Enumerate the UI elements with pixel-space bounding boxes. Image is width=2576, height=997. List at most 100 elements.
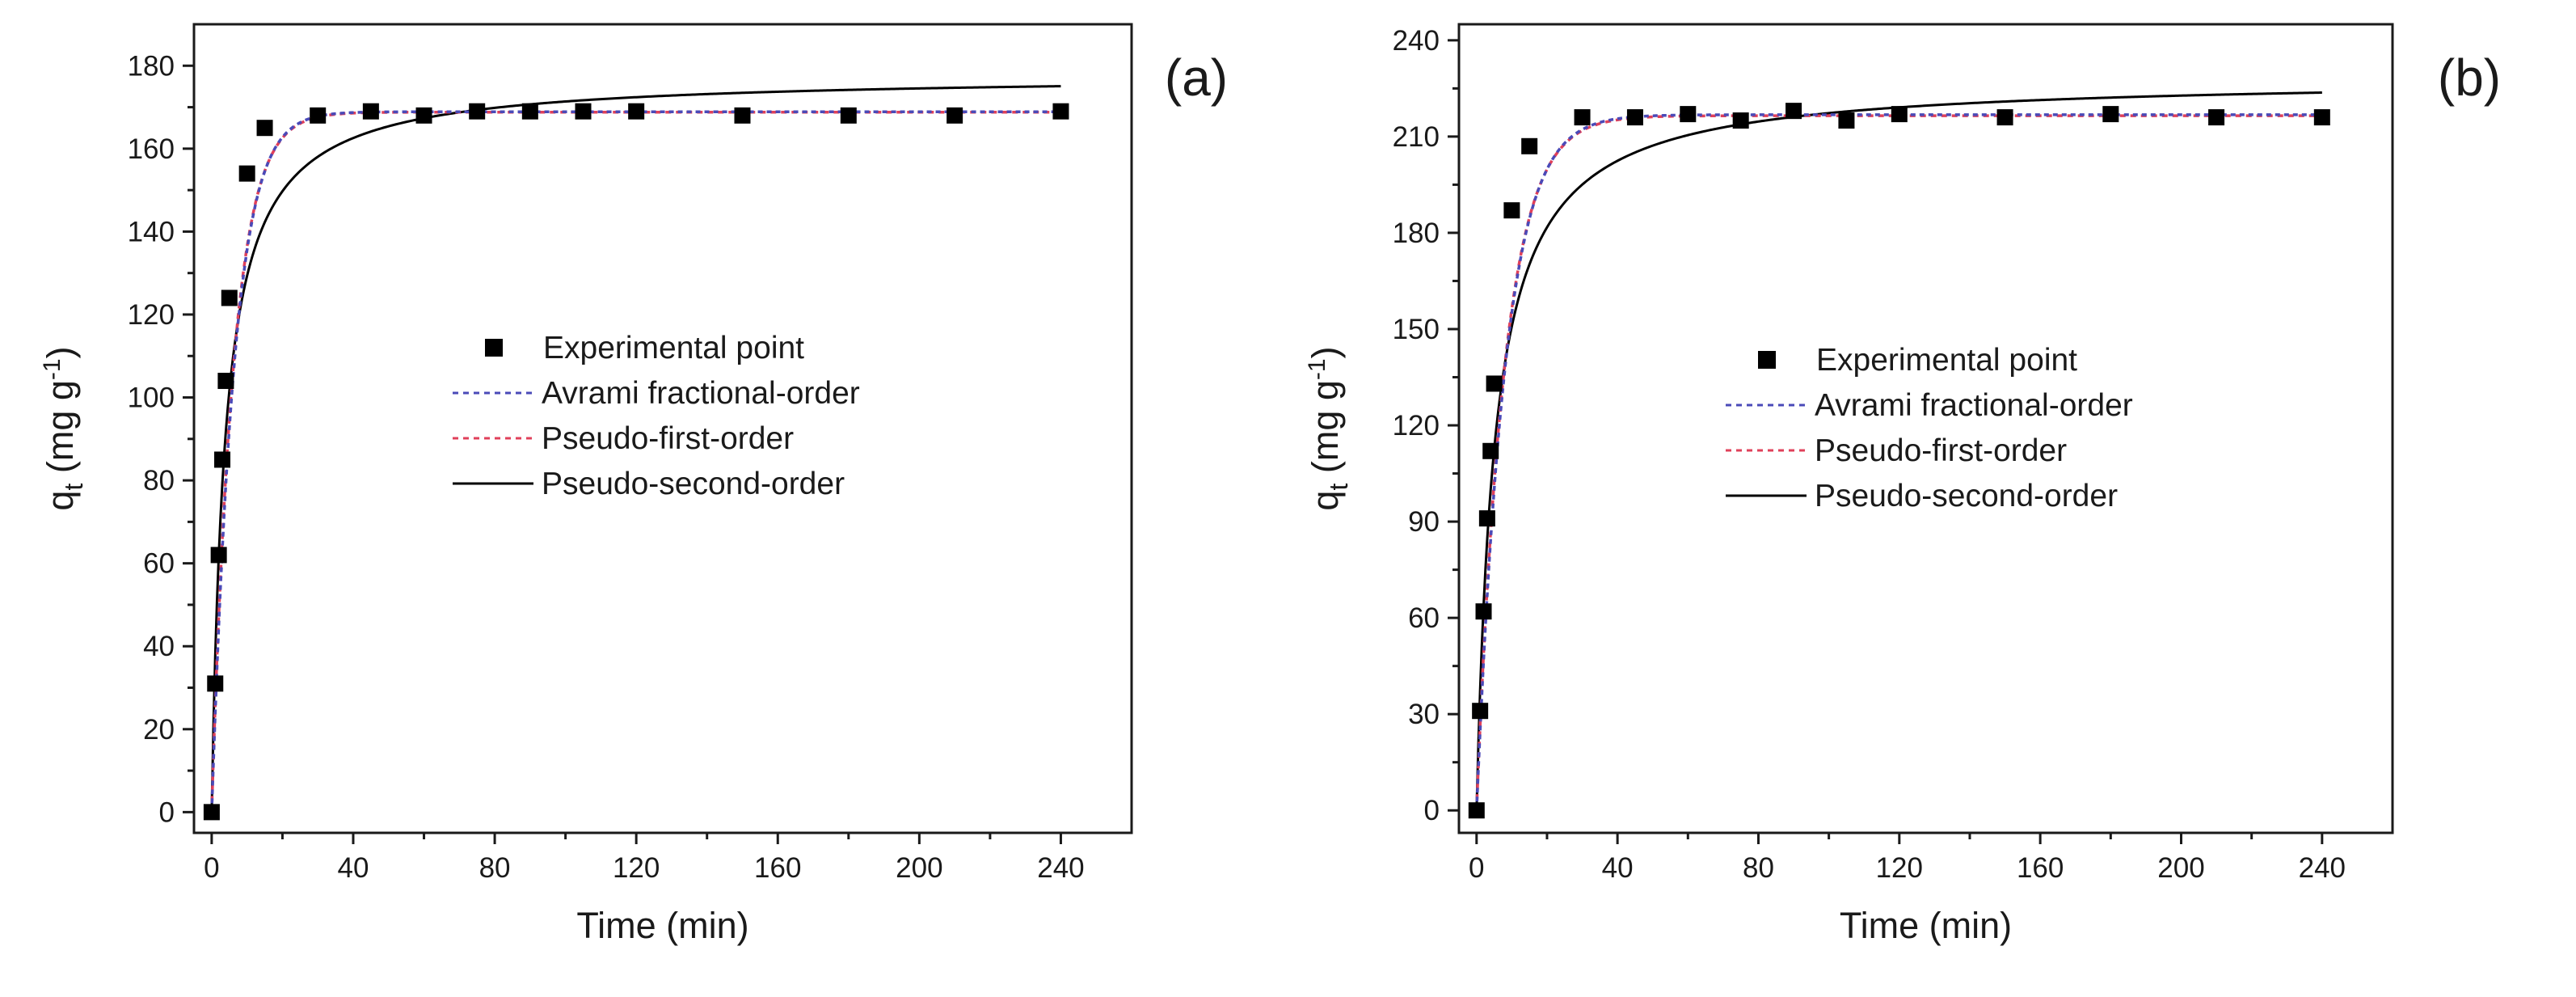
x-axis-title: Time (min)	[1840, 905, 2012, 946]
legend-label: Avrami fractional-order	[1815, 388, 2133, 423]
data-point	[575, 103, 592, 120]
y-axis-title-unit: (mg g	[40, 380, 81, 484]
x-tick-label: 160	[2017, 852, 2064, 884]
panel-label: (a)	[1165, 49, 1228, 107]
y-tick-label: 80	[143, 465, 175, 496]
legend-label: Avrami fractional-order	[542, 376, 860, 411]
y-axis-title-close: )	[1305, 346, 1346, 358]
plot-frame	[192, 23, 1133, 834]
y-axis-title-subscript: t	[59, 484, 88, 491]
x-tick-label: 120	[613, 852, 660, 884]
data-point	[469, 103, 486, 120]
data-point	[521, 103, 538, 120]
plot-frame	[1457, 23, 2394, 834]
data-point	[221, 289, 238, 306]
data-point	[947, 107, 963, 124]
data-point	[1472, 703, 1489, 720]
data-point	[1996, 109, 2013, 126]
legend-label: Pseudo-first-order	[542, 421, 794, 456]
y-axis-title-superscript: -1	[1304, 358, 1330, 380]
x-tick-label: 0	[1469, 852, 1484, 884]
x-axis-title: Time (min)	[576, 905, 748, 946]
data-point	[203, 804, 220, 821]
y-tick-label: 180	[1393, 218, 1440, 249]
data-point	[2102, 106, 2119, 123]
data-point	[1891, 106, 1908, 123]
x-tick-label: 240	[1037, 852, 1084, 884]
data-point	[362, 103, 379, 120]
data-point	[1052, 103, 1069, 120]
data-point	[1486, 375, 1503, 392]
legend-label: Pseudo-first-order	[1815, 433, 2067, 468]
data-point	[1475, 603, 1492, 620]
y-tick-label: 40	[143, 631, 175, 662]
data-point	[256, 120, 273, 137]
data-point	[214, 451, 231, 468]
x-tick-label: 120	[1876, 852, 1923, 884]
legend-label: Experimental point	[543, 331, 804, 365]
y-tick-label: 240	[1393, 25, 1440, 57]
data-point	[1574, 109, 1591, 126]
data-point	[1732, 112, 1749, 129]
series-curve-pseudo-second-order	[210, 85, 1061, 813]
y-tick-label: 0	[1424, 795, 1440, 826]
data-point	[1838, 112, 1855, 129]
y-axis-title-superscript: -1	[39, 358, 65, 380]
data-point	[1503, 202, 1520, 219]
y-axis-title: qt (mg g-1)	[1304, 346, 1353, 510]
data-point	[840, 107, 857, 124]
panel-b: 0 40 80 120 160 200 240 0 30 60 90 120 150 180 210 240 T…	[1304, 23, 2501, 946]
y-tick-label: 180	[128, 50, 175, 82]
y-axis-title: qt (mg g-1)	[39, 346, 88, 510]
y-axis-title-subscript: t	[1324, 484, 1353, 491]
x-tick-label: 200	[896, 852, 942, 884]
y-axis-title-close: )	[40, 346, 81, 358]
x-tick-label: 40	[338, 852, 369, 884]
y-tick-label: 30	[1408, 699, 1440, 730]
y-tick-label: 140	[128, 216, 175, 247]
y-axis-title-unit: (mg g	[1305, 380, 1346, 484]
x-tick-label: 240	[2299, 852, 2346, 884]
data-point	[1521, 137, 1538, 154]
panel-label: (b)	[2438, 49, 2501, 107]
y-tick-label: 60	[143, 548, 175, 580]
y-tick-label: 120	[128, 299, 175, 331]
panel-a: 0 40 80 120 160 200 240 0 20 40 60 80 100 120 140 160 18…	[39, 23, 1228, 946]
legend-marker	[1758, 351, 1776, 369]
y-tick-label: 60	[1408, 602, 1440, 634]
legend-label: Experimental point	[1816, 343, 2077, 378]
data-point	[1478, 510, 1495, 527]
data-point	[1482, 442, 1499, 459]
data-point	[210, 547, 227, 564]
legend-label: Pseudo-second-order	[1815, 479, 2118, 513]
y-tick-label: 210	[1393, 121, 1440, 153]
y-axis-title-q: q	[40, 491, 81, 511]
data-point	[415, 107, 432, 124]
x-tick-label: 0	[204, 852, 219, 884]
x-tick-label: 40	[1602, 852, 1634, 884]
legend-label: Pseudo-second-order	[542, 467, 845, 501]
data-point	[238, 165, 255, 182]
y-axis-title-q: q	[1305, 491, 1346, 511]
y-tick-label: 0	[159, 796, 175, 828]
y-tick-label: 20	[143, 714, 175, 746]
data-point	[1785, 103, 1802, 120]
x-tick-label: 80	[479, 852, 511, 884]
y-tick-label: 160	[128, 133, 175, 165]
y-tick-label: 100	[128, 382, 175, 414]
data-point	[1626, 109, 1643, 126]
data-point	[1468, 802, 1485, 819]
data-point	[1680, 106, 1697, 123]
y-tick-label: 150	[1393, 314, 1440, 345]
data-point	[217, 373, 234, 390]
data-point	[207, 675, 224, 692]
legend-marker	[485, 339, 503, 357]
series-curve-avrami-fractional-order	[1475, 113, 2322, 811]
series-curve-avrami-fractional-order	[210, 110, 1061, 813]
y-tick-label: 120	[1393, 410, 1440, 441]
data-point	[628, 103, 645, 120]
data-point	[310, 107, 327, 124]
data-point	[2313, 109, 2330, 126]
y-tick-label: 90	[1408, 506, 1440, 538]
